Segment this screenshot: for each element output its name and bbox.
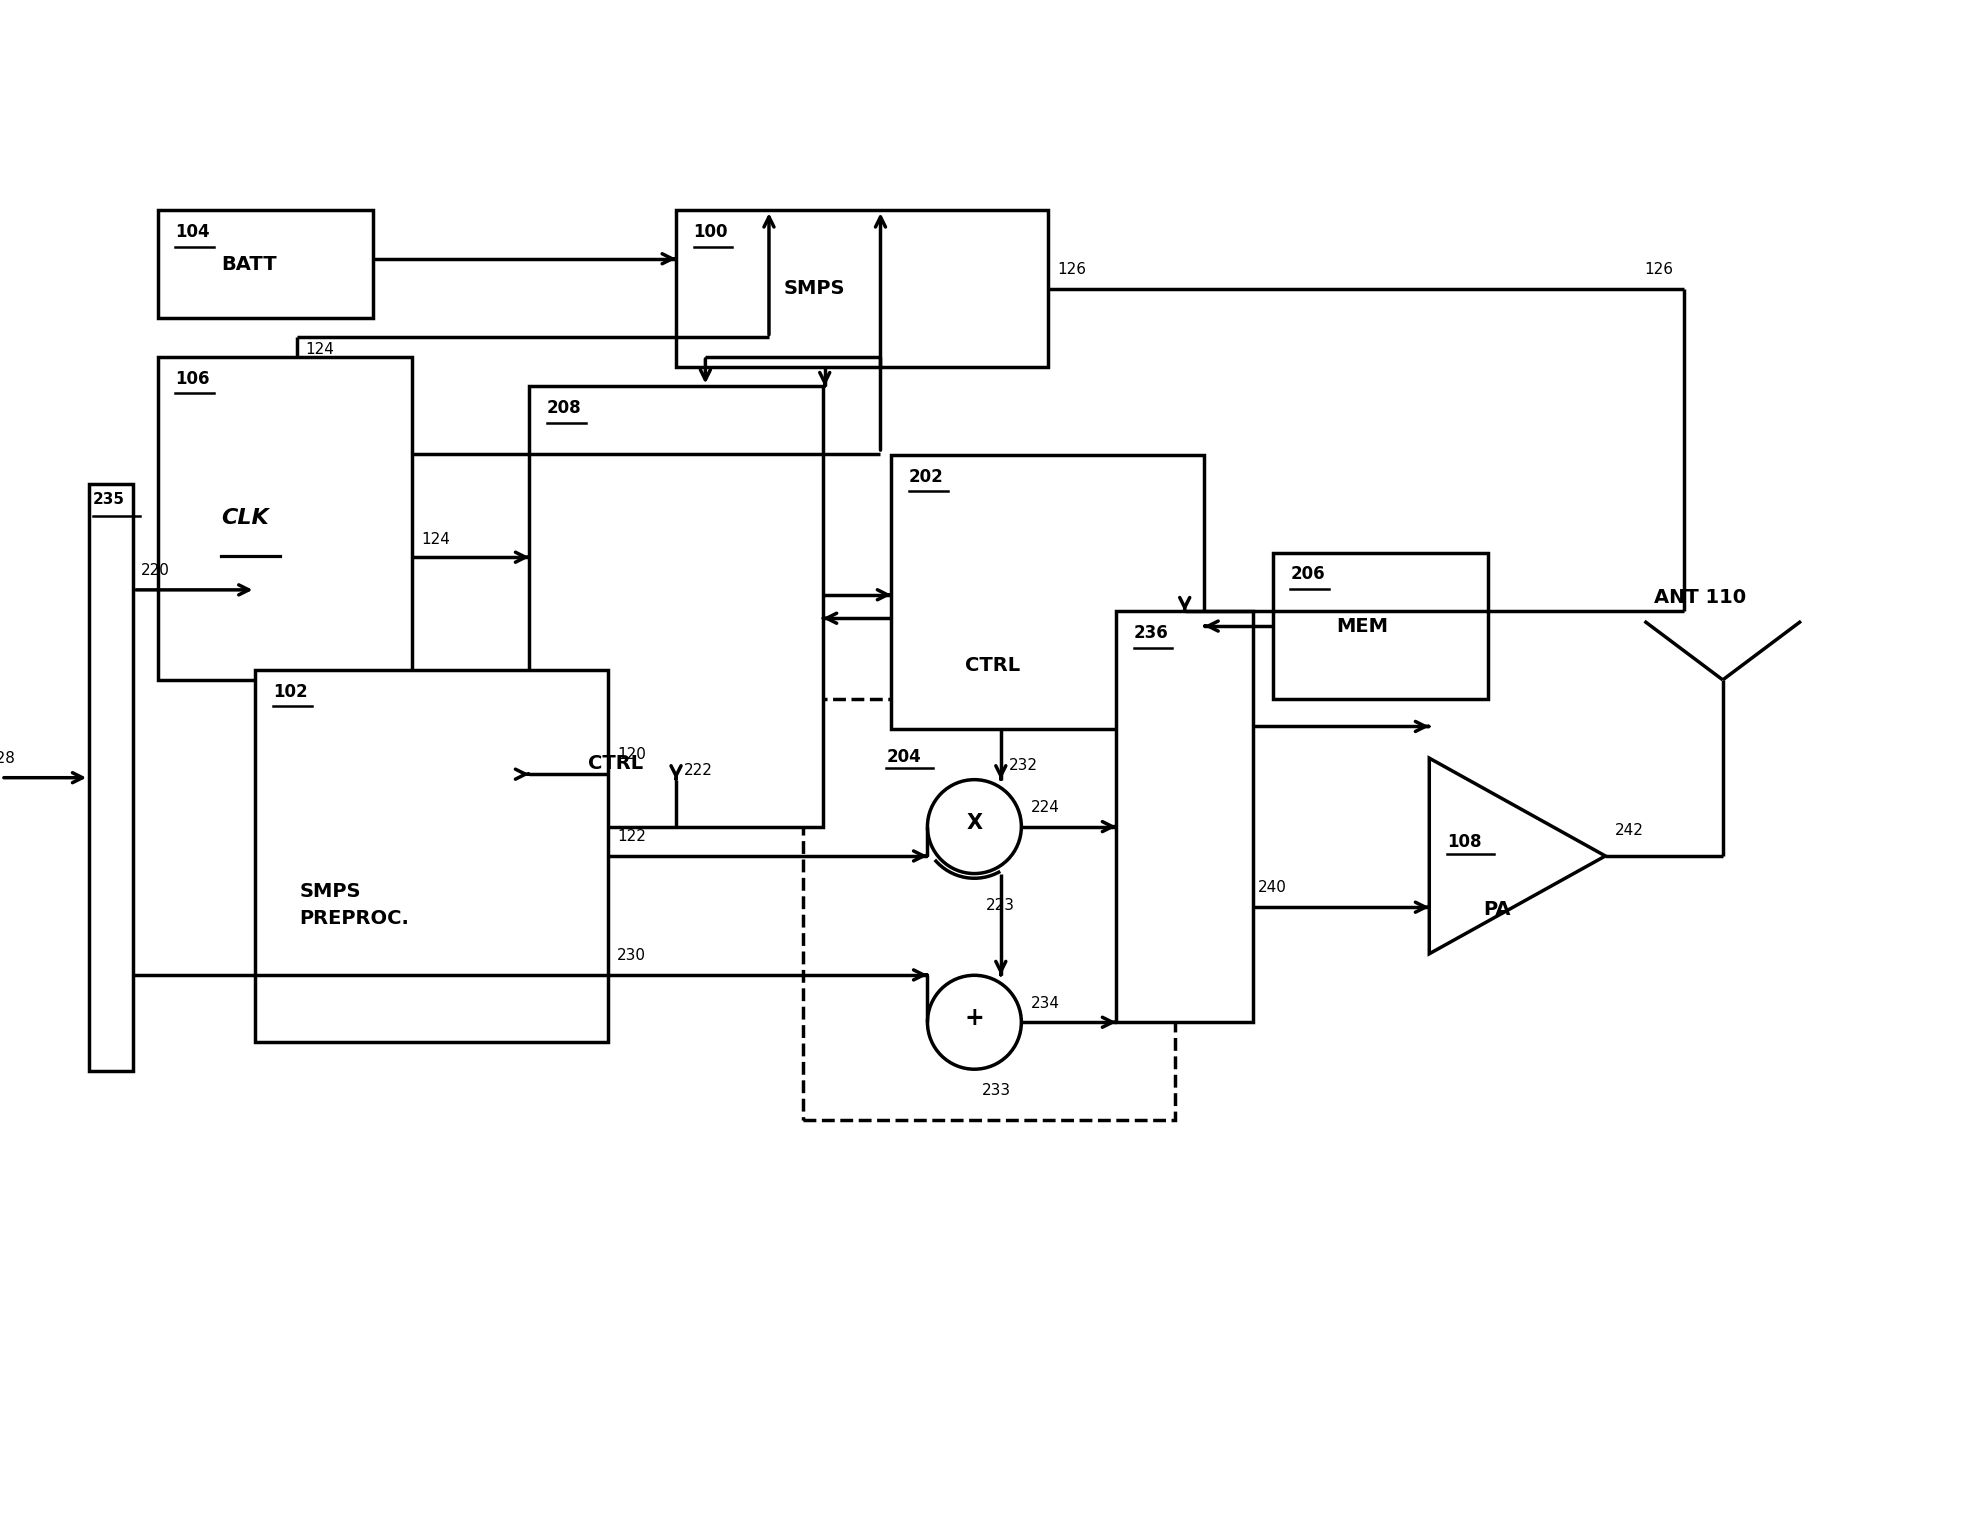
Text: 206: 206 xyxy=(1290,565,1324,584)
Text: 124: 124 xyxy=(422,532,450,547)
Text: 235: 235 xyxy=(93,492,124,507)
Text: BATT: BATT xyxy=(221,255,276,274)
Circle shape xyxy=(927,975,1020,1070)
Text: 104: 104 xyxy=(176,223,209,241)
Bar xyxy=(890,455,1204,729)
Text: 222: 222 xyxy=(683,762,712,778)
Text: 102: 102 xyxy=(272,683,308,701)
Bar xyxy=(675,211,1048,367)
Text: 236: 236 xyxy=(1133,623,1168,642)
Text: 124: 124 xyxy=(306,342,333,358)
Text: 233: 233 xyxy=(983,1083,1010,1099)
Bar xyxy=(158,358,412,680)
Text: 232: 232 xyxy=(1008,758,1038,773)
Text: 223: 223 xyxy=(986,898,1014,914)
Bar xyxy=(1273,553,1488,700)
Text: MEM: MEM xyxy=(1336,617,1387,636)
Text: ANT 110: ANT 110 xyxy=(1653,587,1746,607)
Text: 204: 204 xyxy=(886,749,921,766)
Text: 242: 242 xyxy=(1614,824,1644,839)
Text: +: + xyxy=(965,1007,985,1030)
Text: CLK: CLK xyxy=(221,509,268,529)
Text: 224: 224 xyxy=(1030,799,1060,814)
Text: 122: 122 xyxy=(618,830,645,843)
Polygon shape xyxy=(1428,758,1604,953)
Text: 126: 126 xyxy=(1058,261,1085,277)
Text: 240: 240 xyxy=(1257,880,1286,895)
Text: 126: 126 xyxy=(1644,261,1673,277)
Text: SMPS: SMPS xyxy=(783,280,844,298)
Text: CTRL: CTRL xyxy=(965,656,1020,675)
Text: 108: 108 xyxy=(1446,833,1480,851)
Text: 106: 106 xyxy=(176,370,209,388)
Text: X: X xyxy=(967,813,983,833)
Bar xyxy=(803,700,1174,1120)
Bar xyxy=(1115,611,1253,1022)
Bar xyxy=(255,671,608,1042)
Text: 234: 234 xyxy=(1030,996,1060,1010)
Text: SMPS
PREPROC.: SMPS PREPROC. xyxy=(300,882,408,927)
Text: CTRL: CTRL xyxy=(588,753,643,773)
Text: 128: 128 xyxy=(0,750,16,766)
Text: 202: 202 xyxy=(908,468,943,486)
Bar xyxy=(89,484,132,1071)
Text: 220: 220 xyxy=(140,564,170,578)
Bar xyxy=(529,387,823,827)
Text: PA: PA xyxy=(1482,900,1509,918)
Text: 230: 230 xyxy=(618,949,645,963)
Circle shape xyxy=(927,779,1020,874)
Bar xyxy=(158,211,373,318)
Text: 100: 100 xyxy=(693,223,728,241)
Text: 120: 120 xyxy=(618,747,645,762)
Text: 208: 208 xyxy=(547,399,582,417)
